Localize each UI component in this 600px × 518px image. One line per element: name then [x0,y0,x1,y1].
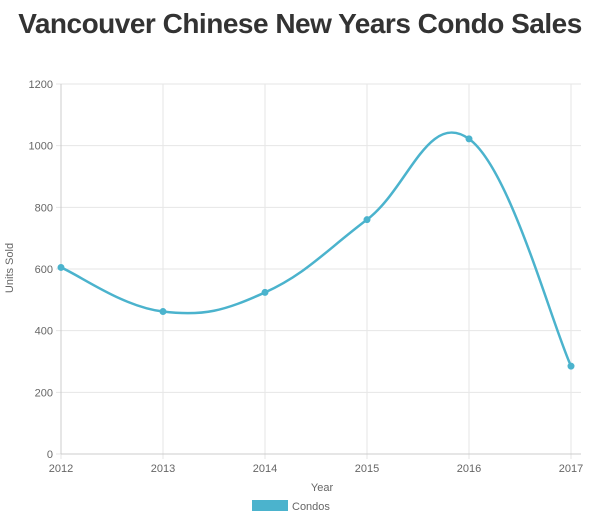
y-tick-label: 800 [35,202,53,214]
chart-title: Vancouver Chinese New Years Condo Sales [18,8,582,39]
x-tick-label: 2014 [253,463,277,475]
legend[interactable]: Condos [252,500,330,513]
data-point[interactable] [159,308,167,316]
x-tick-labels: 2012 2013 2014 2015 2016 2017 [49,463,583,475]
y-tick-label: 600 [35,264,53,276]
grid-lines [56,83,581,459]
y-tick-label: 1200 [29,79,53,91]
x-axis-label: Year [311,482,334,494]
y-tick-label: 400 [35,326,53,338]
y-axis-label: Units Sold [4,243,16,293]
data-points [57,135,575,370]
y-tick-label: 1000 [29,141,53,153]
x-tick-label: 2017 [559,463,583,475]
legend-label-condos: Condos [292,501,330,513]
data-point[interactable] [261,288,269,296]
x-tick-label: 2016 [457,463,481,475]
data-point[interactable] [363,216,371,224]
y-tick-label: 0 [47,449,53,461]
data-point[interactable] [465,135,473,143]
data-point[interactable] [57,263,65,271]
data-point[interactable] [567,362,575,370]
y-tick-labels: 0 200 400 600 800 1000 1200 [29,79,53,461]
legend-swatch-condos [252,500,288,511]
x-tick-label: 2013 [151,463,175,475]
y-tick-label: 200 [35,387,53,399]
x-tick-label: 2015 [355,463,379,475]
x-tick-label: 2012 [49,463,73,475]
